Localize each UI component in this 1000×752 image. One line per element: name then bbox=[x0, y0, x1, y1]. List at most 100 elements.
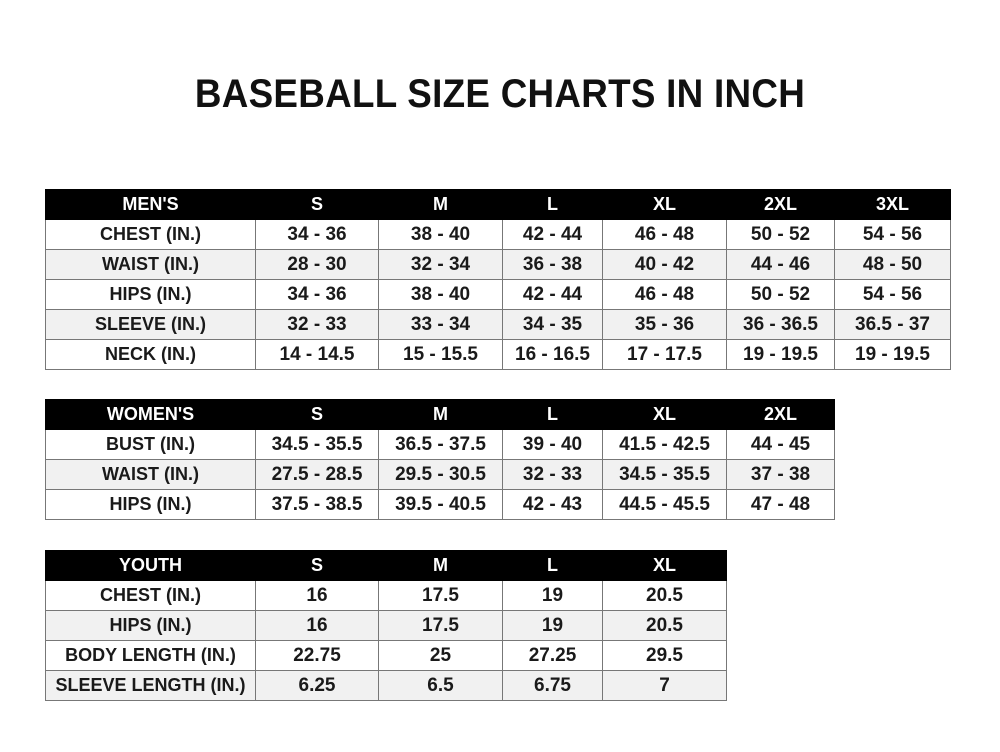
size-value-cell: 6.75 bbox=[502, 670, 603, 701]
size-header: 3XL bbox=[834, 189, 951, 220]
size-value-cell: 37.5 - 38.5 bbox=[255, 489, 379, 520]
size-value-cell: 32 - 34 bbox=[378, 249, 503, 280]
size-value-cell: 27.5 - 28.5 bbox=[255, 459, 379, 490]
measurement-label: HIPS (IN.) bbox=[45, 489, 256, 520]
mens-size-table: MEN'S S M L XL 2XL 3XL CHEST (IN.) 34 - 36 38 - 4… bbox=[45, 189, 951, 370]
size-value-cell: 54 - 56 bbox=[834, 219, 951, 250]
size-value-cell: 25 bbox=[378, 640, 503, 671]
size-value-cell: 16 bbox=[255, 610, 379, 641]
size-value-cell: 41.5 - 42.5 bbox=[602, 429, 727, 460]
size-value-cell: 20.5 bbox=[602, 580, 727, 611]
size-value-cell: 44.5 - 45.5 bbox=[602, 489, 727, 520]
size-value-cell: 17 - 17.5 bbox=[602, 339, 727, 370]
table-row: BODY LENGTH (IN.) 22.75 25 27.25 29.5 bbox=[45, 640, 727, 671]
size-value-cell: 34 - 36 bbox=[255, 219, 379, 250]
size-value-cell: 17.5 bbox=[378, 610, 503, 641]
size-value-cell: 6.5 bbox=[378, 670, 503, 701]
size-value-cell: 22.75 bbox=[255, 640, 379, 671]
size-value-cell: 34 - 35 bbox=[502, 309, 603, 340]
size-value-cell: 46 - 48 bbox=[602, 279, 727, 310]
size-value-cell: 39 - 40 bbox=[502, 429, 603, 460]
size-value-cell: 36.5 - 37 bbox=[834, 309, 951, 340]
measurement-label: CHEST (IN.) bbox=[45, 580, 256, 611]
size-value-cell: 20.5 bbox=[602, 610, 727, 641]
size-header: XL bbox=[602, 189, 727, 220]
table-row: NECK (IN.) 14 - 14.5 15 - 15.5 16 - 16.5 17 … bbox=[45, 339, 951, 370]
measurement-label: WAIST (IN.) bbox=[45, 459, 256, 490]
measurement-label: CHEST (IN.) bbox=[45, 219, 256, 250]
size-header: 2XL bbox=[726, 189, 835, 220]
size-value-cell: 16 bbox=[255, 580, 379, 611]
header-row: WOMEN'S S M L XL 2XL bbox=[45, 399, 835, 430]
size-value-cell: 44 - 45 bbox=[726, 429, 835, 460]
size-value-cell: 36 - 36.5 bbox=[726, 309, 835, 340]
size-header: S bbox=[255, 189, 379, 220]
category-header: MEN'S bbox=[45, 189, 256, 220]
size-value-cell: 19 - 19.5 bbox=[726, 339, 835, 370]
table-row: HIPS (IN.) 37.5 - 38.5 39.5 - 40.5 42 - 43 4… bbox=[45, 489, 835, 520]
size-value-cell: 44 - 46 bbox=[726, 249, 835, 280]
size-value-cell: 46 - 48 bbox=[602, 219, 727, 250]
size-header: L bbox=[502, 399, 603, 430]
measurement-label: SLEEVE (IN.) bbox=[45, 309, 256, 340]
size-value-cell: 36 - 38 bbox=[502, 249, 603, 280]
table-row: BUST (IN.) 34.5 - 35.5 36.5 - 37.5 39 - 40 4… bbox=[45, 429, 835, 460]
table-row: WAIST (IN.) 28 - 30 32 - 34 36 - 38 40 - 42 4… bbox=[45, 249, 951, 280]
size-header: L bbox=[502, 550, 603, 581]
table-row: HIPS (IN.) 16 17.5 19 20.5 bbox=[45, 610, 727, 641]
table-row: CHEST (IN.) 16 17.5 19 20.5 bbox=[45, 580, 727, 611]
header-row: MEN'S S M L XL 2XL 3XL bbox=[45, 189, 951, 220]
page-title: BASEBALL SIZE CHARTS IN INCH bbox=[194, 72, 806, 116]
table-row: SLEEVE LENGTH (IN.) 6.25 6.5 6.75 7 bbox=[45, 670, 727, 701]
size-header: M bbox=[378, 550, 503, 581]
size-value-cell: 17.5 bbox=[378, 580, 503, 611]
table-row: CHEST (IN.) 34 - 36 38 - 40 42 - 44 46 - 48 5… bbox=[45, 219, 951, 250]
size-value-cell: 36.5 - 37.5 bbox=[378, 429, 503, 460]
category-header: YOUTH bbox=[45, 550, 256, 581]
size-header: XL bbox=[602, 399, 727, 430]
size-header: M bbox=[378, 189, 503, 220]
size-value-cell: 48 - 50 bbox=[834, 249, 951, 280]
size-value-cell: 54 - 56 bbox=[834, 279, 951, 310]
size-value-cell: 19 bbox=[502, 610, 603, 641]
header-row: YOUTH S M L XL bbox=[45, 550, 727, 581]
size-value-cell: 15 - 15.5 bbox=[378, 339, 503, 370]
measurement-label: BODY LENGTH (IN.) bbox=[45, 640, 256, 671]
size-value-cell: 7 bbox=[602, 670, 727, 701]
size-value-cell: 32 - 33 bbox=[255, 309, 379, 340]
size-value-cell: 35 - 36 bbox=[602, 309, 727, 340]
size-value-cell: 34.5 - 35.5 bbox=[255, 429, 379, 460]
measurement-label: HIPS (IN.) bbox=[45, 610, 256, 641]
size-value-cell: 50 - 52 bbox=[726, 219, 835, 250]
table-row: HIPS (IN.) 34 - 36 38 - 40 42 - 44 46 - 48 50… bbox=[45, 279, 951, 310]
size-value-cell: 32 - 33 bbox=[502, 459, 603, 490]
size-value-cell: 34 - 36 bbox=[255, 279, 379, 310]
womens-size-table: WOMEN'S S M L XL 2XL BUST (IN.) 34.5 - 35.5 36.5… bbox=[45, 399, 835, 520]
category-header: WOMEN'S bbox=[45, 399, 256, 430]
size-header: M bbox=[378, 399, 503, 430]
size-header: S bbox=[255, 399, 379, 430]
measurement-label: NECK (IN.) bbox=[45, 339, 256, 370]
measurement-label: WAIST (IN.) bbox=[45, 249, 256, 280]
size-value-cell: 16 - 16.5 bbox=[502, 339, 603, 370]
size-value-cell: 33 - 34 bbox=[378, 309, 503, 340]
table-row: WAIST (IN.) 27.5 - 28.5 29.5 - 30.5 32 - 33… bbox=[45, 459, 835, 490]
size-value-cell: 19 - 19.5 bbox=[834, 339, 951, 370]
table-row: SLEEVE (IN.) 32 - 33 33 - 34 34 - 35 35 - 36… bbox=[45, 309, 951, 340]
youth-size-table: YOUTH S M L XL CHEST (IN.) 16 17.5 19 20.5 HIPS (I… bbox=[45, 550, 727, 701]
size-value-cell: 29.5 - 30.5 bbox=[378, 459, 503, 490]
size-header: L bbox=[502, 189, 603, 220]
size-value-cell: 38 - 40 bbox=[378, 279, 503, 310]
size-value-cell: 14 - 14.5 bbox=[255, 339, 379, 370]
size-value-cell: 19 bbox=[502, 580, 603, 611]
measurement-label: SLEEVE LENGTH (IN.) bbox=[45, 670, 256, 701]
size-value-cell: 34.5 - 35.5 bbox=[602, 459, 727, 490]
measurement-label: BUST (IN.) bbox=[45, 429, 256, 460]
size-header: XL bbox=[602, 550, 727, 581]
size-value-cell: 42 - 43 bbox=[502, 489, 603, 520]
size-value-cell: 28 - 30 bbox=[255, 249, 379, 280]
size-header: S bbox=[255, 550, 379, 581]
size-value-cell: 42 - 44 bbox=[502, 279, 603, 310]
size-value-cell: 29.5 bbox=[602, 640, 727, 671]
size-value-cell: 27.25 bbox=[502, 640, 603, 671]
